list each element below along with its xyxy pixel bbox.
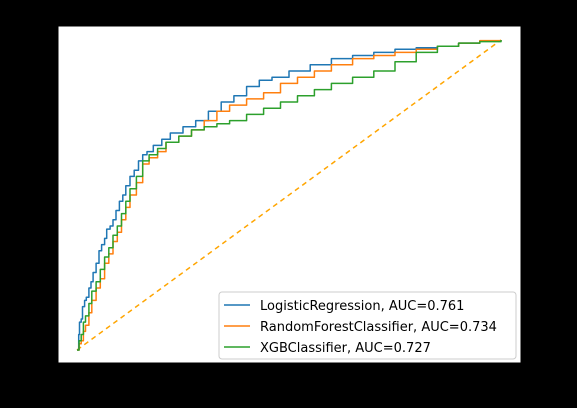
legend-box bbox=[218, 291, 517, 360]
legend-label-2: XGBClassifier, AUC=0.727 bbox=[260, 341, 431, 356]
series-layer bbox=[76, 39, 502, 351]
series-line-1 bbox=[77, 39, 502, 351]
chance-diagonal-line bbox=[76, 39, 502, 351]
series-line-2 bbox=[77, 40, 502, 351]
legend: LogisticRegression, AUC=0.761 RandomFore… bbox=[218, 291, 517, 360]
legend-label-1: RandomForestClassifier, AUC=0.734 bbox=[260, 320, 497, 335]
legend-label-0: LogisticRegression, AUC=0.761 bbox=[260, 299, 464, 314]
